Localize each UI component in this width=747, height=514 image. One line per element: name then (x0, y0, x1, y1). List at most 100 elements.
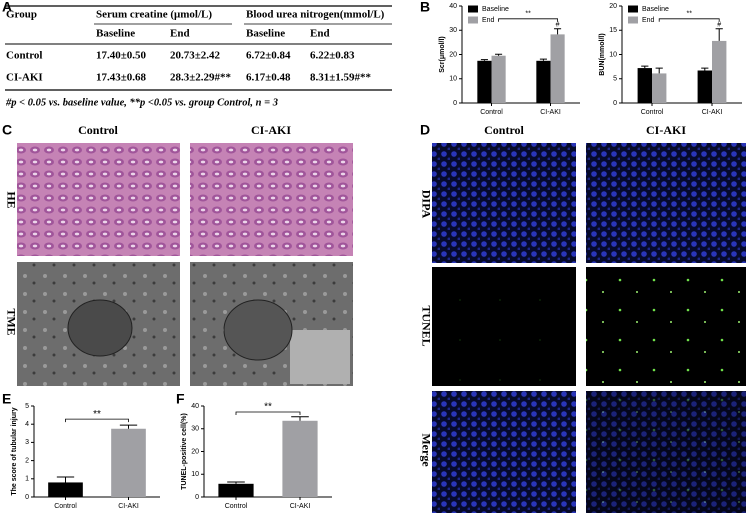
table-subheader: Baseline (246, 28, 285, 40)
x-tick-label: Control (225, 503, 248, 510)
x-tick-label: Control (480, 109, 503, 116)
bar (697, 70, 712, 103)
x-tick-label: CI-AKI (540, 109, 561, 116)
error-bar (480, 59, 488, 61)
row-label: DIPA (419, 190, 433, 219)
y-tick-label: 5 (613, 76, 617, 83)
legend-label: End (642, 17, 655, 24)
significance-label: ** (264, 402, 272, 413)
error-bar (495, 53, 503, 56)
column-label: CI-AKI (646, 123, 686, 137)
y-tick-label: 10 (191, 471, 199, 478)
panel-label: C (2, 122, 12, 138)
bar (652, 73, 667, 103)
table-cell: 8.31±1.59#** (310, 72, 372, 84)
table-header: Serum creatine (μmol/L) (96, 9, 212, 21)
y-tick-label: 30 (191, 426, 199, 433)
significance-label: ** (93, 409, 101, 420)
x-tick-label: CI-AKI (702, 109, 723, 116)
column-label: Control (484, 123, 524, 137)
bar (712, 40, 727, 103)
error-bar (554, 28, 562, 35)
legend-swatch (468, 16, 478, 24)
bar (637, 68, 652, 103)
y-axis-label: BUN(mmol/l) (599, 33, 606, 75)
micrograph (190, 143, 353, 256)
micrograph-detail (223, 299, 293, 361)
bar (536, 60, 551, 103)
table-subheader: End (310, 28, 330, 40)
row-label: TME (4, 308, 18, 335)
significance-marker: # (556, 22, 560, 29)
row-label: Merge (419, 433, 433, 467)
table-cell: 6.22±0.83 (310, 50, 355, 62)
column-label: Control (78, 123, 118, 137)
table-body: Control 17.40±0.50 20.73±2.42 6.72±0.84 6.22… (6, 50, 372, 84)
y-tick-label: 1 (25, 476, 29, 483)
panel-label: D (420, 122, 430, 138)
legend-label: Baseline (482, 6, 509, 13)
panel-label: B (420, 0, 430, 15)
y-tick-label: 3 (25, 439, 29, 446)
legend-swatch (628, 5, 638, 13)
table: Group Serum creatine (μmol/L) Blood urea… (5, 5, 392, 108)
table-cell: 17.40±0.50 (96, 50, 147, 62)
y-tick-label: 0 (453, 100, 457, 107)
row-label: HE (4, 191, 18, 208)
y-tick-label: 20 (449, 51, 457, 58)
legend-swatch (468, 5, 478, 13)
y-tick-label: 10 (449, 76, 457, 83)
y-tick-label: 5 (25, 403, 29, 410)
y-tick-label: 40 (449, 3, 457, 10)
y-tick-label: 2 (25, 457, 29, 464)
error-bar (291, 416, 309, 421)
error-bar (539, 58, 547, 61)
legend-label: End (482, 17, 495, 24)
legend-swatch (628, 16, 638, 24)
table-cell: 28.3±2.29#** (170, 72, 232, 84)
error-bar (56, 476, 75, 483)
significance-marker: # (717, 22, 721, 29)
table-cell: 20.73±2.42 (170, 50, 221, 62)
significance-bracket (235, 411, 301, 415)
significance-bracket (65, 418, 129, 423)
column-label: CI-AKI (251, 123, 291, 137)
significance-bracket (498, 18, 558, 22)
y-tick-label: 15 (609, 27, 617, 34)
bar (491, 55, 506, 103)
micrograph (586, 143, 746, 263)
micrograph (432, 143, 576, 263)
y-tick-label: 30 (449, 27, 457, 34)
x-tick-label: CI-AKI (290, 503, 311, 510)
micrograph-detail (290, 330, 350, 384)
significance-label: ** (686, 11, 692, 18)
bar (111, 428, 146, 497)
table-cell: 6.72±0.84 (246, 50, 291, 62)
table-footnote: #p < 0.05 vs. baseline value, **p <0.05 … (5, 97, 278, 108)
y-axis-label: Scr(μmol/l) (439, 36, 446, 73)
micrograph (432, 391, 576, 513)
micrograph (17, 143, 180, 256)
error-bar (655, 67, 663, 74)
micrograph-detail (67, 299, 133, 357)
x-tick-label: CI-AKI (118, 503, 139, 510)
y-tick-label: 10 (609, 51, 617, 58)
y-tick-label: 4 (25, 421, 29, 428)
panel-label: A (2, 0, 12, 15)
table-subheader: Baseline (96, 28, 135, 40)
error-bar (715, 28, 723, 41)
significance-label: ** (525, 11, 531, 18)
table-header: Group (6, 9, 37, 21)
y-tick-label: 40 (191, 403, 199, 410)
panel-label: F (176, 391, 185, 407)
error-bar (701, 67, 709, 71)
y-axis-label: TUNEL-positive cell(%) (181, 413, 188, 490)
y-tick-label: 20 (191, 448, 199, 455)
micrograph (432, 267, 576, 386)
bar (218, 483, 254, 497)
panel-label: E (2, 391, 11, 407)
y-tick-label: 0 (25, 494, 29, 501)
table-cell: CI-AKI (6, 72, 43, 84)
y-tick-label: 0 (195, 494, 199, 501)
y-tick-label: 20 (609, 3, 617, 10)
